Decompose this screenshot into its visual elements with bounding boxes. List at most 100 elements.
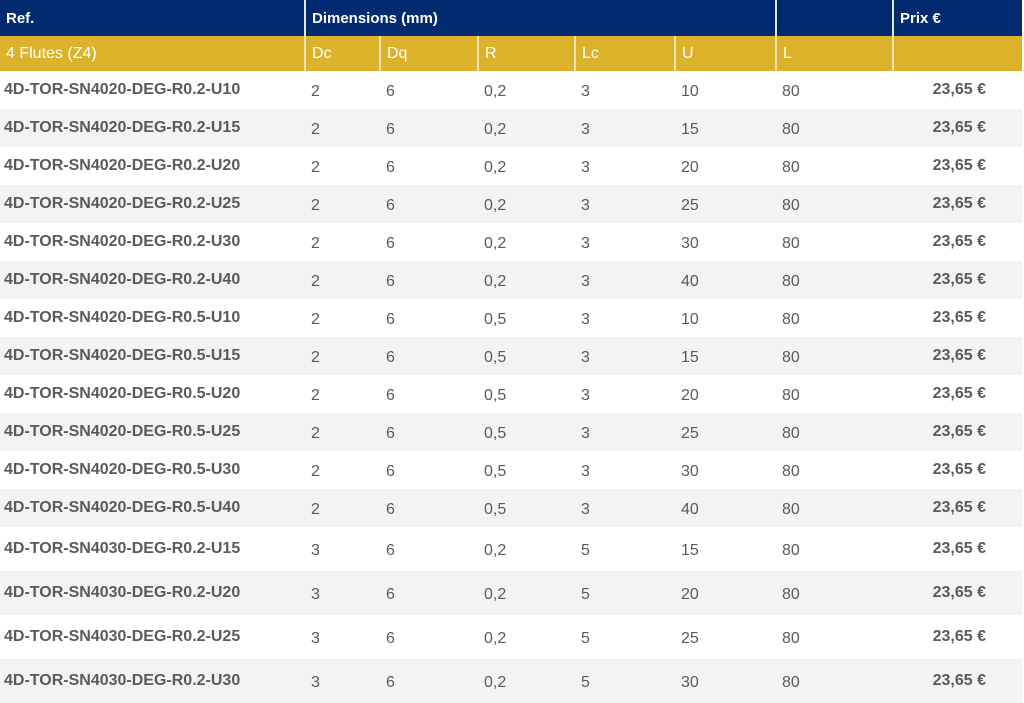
cell-l: 80 bbox=[776, 659, 894, 703]
cell-dc: 2 bbox=[311, 235, 320, 252]
cell-u: 40 bbox=[675, 489, 777, 527]
cell-price: 23,65 € bbox=[932, 233, 986, 250]
table-row: 4D-TOR-SN4020-DEG-R0.2-U10 2 6 0,2 3 10 80 23,6… bbox=[0, 71, 1022, 109]
header-empty bbox=[776, 0, 895, 36]
cell-dq: 6 bbox=[380, 571, 478, 615]
cell-price: 23,65 € bbox=[893, 337, 1022, 375]
cell-u: 20 bbox=[681, 387, 699, 404]
cell-u: 20 bbox=[675, 571, 777, 615]
col-lc: Lc bbox=[575, 36, 676, 71]
cell-dq: 6 bbox=[386, 630, 395, 647]
cell-l: 80 bbox=[782, 83, 800, 100]
cell-ref: 4D-TOR-SN4020-DEG-R0.2-U20 bbox=[4, 157, 241, 174]
cell-dc: 2 bbox=[305, 337, 380, 375]
cell-r: 0,2 bbox=[478, 571, 575, 615]
cell-dc: 3 bbox=[305, 571, 380, 615]
cell-lc: 3 bbox=[581, 463, 590, 480]
cell-r: 0,2 bbox=[478, 261, 575, 299]
cell-r: 0,5 bbox=[484, 311, 507, 328]
header-dimensions: Dimensions (mm) bbox=[305, 0, 778, 36]
col-dq: Dq bbox=[380, 36, 479, 71]
cell-lc: 5 bbox=[575, 571, 675, 615]
cell-r: 0,5 bbox=[478, 489, 575, 527]
cell-l: 80 bbox=[782, 387, 800, 404]
header-row: Ref. Dimensions (mm) Prix € bbox=[0, 0, 1022, 36]
table-row: 4D-TOR-SN4020-DEG-R0.2-U20 2 6 0,2 3 20 80 23,6… bbox=[0, 147, 1022, 185]
cell-dc: 3 bbox=[305, 659, 380, 703]
cell-r: 0,2 bbox=[478, 185, 575, 223]
cell-ref: 4D-TOR-SN4030-DEG-R0.2-U15 bbox=[4, 540, 241, 557]
table-row: 4D-TOR-SN4030-DEG-R0.2-U30 3 6 0,2 5 30 80 23,6… bbox=[0, 659, 1022, 703]
cell-ref: 4D-TOR-SN4020-DEG-R0.5-U25 bbox=[0, 413, 305, 451]
cell-lc: 5 bbox=[575, 659, 675, 703]
cell-u: 10 bbox=[681, 311, 699, 328]
cell-l: 80 bbox=[776, 261, 894, 299]
cell-lc: 3 bbox=[575, 413, 675, 451]
cell-price: 23,65 € bbox=[893, 489, 1022, 527]
header-price: Prix € bbox=[893, 0, 1022, 36]
cell-lc: 3 bbox=[581, 159, 590, 176]
cell-dc: 2 bbox=[305, 261, 380, 299]
table-row: 4D-TOR-SN4020-DEG-R0.5-U10 2 6 0,5 3 10 80 23,6… bbox=[0, 299, 1022, 337]
cell-l: 80 bbox=[776, 109, 894, 147]
cell-ref: 4D-TOR-SN4020-DEG-R0.2-U30 bbox=[4, 233, 241, 250]
cell-dc: 2 bbox=[305, 413, 380, 451]
cell-r: 0,5 bbox=[484, 387, 507, 404]
cell-u: 40 bbox=[675, 261, 777, 299]
table-row: 4D-TOR-SN4030-DEG-R0.2-U25 3 6 0,2 5 25 80 23,6… bbox=[0, 615, 1022, 659]
cell-l: 80 bbox=[782, 463, 800, 480]
cell-ref: 4D-TOR-SN4020-DEG-R0.5-U20 bbox=[4, 385, 241, 402]
table-row: 4D-TOR-SN4020-DEG-R0.2-U25 2 6 0,2 3 25 80 23,6… bbox=[0, 185, 1022, 223]
col-r: R bbox=[478, 36, 576, 71]
cell-price: 23,65 € bbox=[932, 81, 986, 98]
cell-r: 0,5 bbox=[484, 463, 507, 480]
cell-l: 80 bbox=[782, 159, 800, 176]
table-row: 4D-TOR-SN4030-DEG-R0.2-U15 3 6 0,2 5 15 80 23,6… bbox=[0, 527, 1022, 571]
cell-u: 10 bbox=[681, 83, 699, 100]
cell-price: 23,65 € bbox=[893, 109, 1022, 147]
cell-dq: 6 bbox=[380, 261, 478, 299]
cell-r: 0,2 bbox=[484, 630, 507, 647]
cell-price: 23,65 € bbox=[893, 413, 1022, 451]
table-row: 4D-TOR-SN4030-DEG-R0.2-U20 3 6 0,2 5 20 80 23,6… bbox=[0, 571, 1022, 615]
table-row: 4D-TOR-SN4020-DEG-R0.2-U30 2 6 0,2 3 30 80 23,6… bbox=[0, 223, 1022, 261]
cell-dq: 6 bbox=[380, 337, 478, 375]
cell-ref: 4D-TOR-SN4020-DEG-R0.2-U15 bbox=[0, 109, 305, 147]
cell-dq: 6 bbox=[386, 542, 395, 559]
cell-price: 23,65 € bbox=[893, 659, 1022, 703]
cell-dc: 3 bbox=[311, 542, 320, 559]
cell-price: 23,65 € bbox=[932, 461, 986, 478]
cell-lc: 3 bbox=[581, 235, 590, 252]
cell-u: 15 bbox=[675, 109, 777, 147]
cell-r: 0,2 bbox=[484, 83, 507, 100]
cell-ref: 4D-TOR-SN4020-DEG-R0.5-U10 bbox=[4, 309, 241, 326]
cell-ref: 4D-TOR-SN4020-DEG-R0.5-U15 bbox=[0, 337, 305, 375]
cell-price: 23,65 € bbox=[932, 540, 986, 557]
cell-dq: 6 bbox=[386, 463, 395, 480]
cell-l: 80 bbox=[782, 235, 800, 252]
col-price bbox=[893, 36, 1022, 71]
cell-ref: 4D-TOR-SN4030-DEG-R0.2-U25 bbox=[4, 628, 241, 645]
cell-ref: 4D-TOR-SN4020-DEG-R0.2-U25 bbox=[0, 185, 305, 223]
cell-u: 15 bbox=[675, 337, 777, 375]
cell-lc: 3 bbox=[581, 387, 590, 404]
cell-u: 30 bbox=[675, 659, 777, 703]
cell-price: 23,65 € bbox=[932, 157, 986, 174]
cell-price: 23,65 € bbox=[893, 571, 1022, 615]
subheader-row: 4 Flutes (Z4) Dc Dq R Lc U L bbox=[0, 36, 1022, 71]
cell-price: 23,65 € bbox=[932, 309, 986, 326]
cell-dc: 2 bbox=[305, 109, 380, 147]
cell-dq: 6 bbox=[380, 413, 478, 451]
table-row: 4D-TOR-SN4020-DEG-R0.5-U40 2 6 0,5 3 40 80 23,6… bbox=[0, 489, 1022, 527]
table-row: 4D-TOR-SN4020-DEG-R0.2-U40 2 6 0,2 3 40 80 23,6… bbox=[0, 261, 1022, 299]
col-dc: Dc bbox=[305, 36, 381, 71]
table-row: 4D-TOR-SN4020-DEG-R0.5-U15 2 6 0,5 3 15 80 23,6… bbox=[0, 337, 1022, 375]
cell-lc: 5 bbox=[581, 630, 590, 647]
col-u: U bbox=[675, 36, 778, 71]
cell-l: 80 bbox=[782, 542, 800, 559]
subheader-group: 4 Flutes (Z4) bbox=[0, 36, 306, 71]
cell-l: 80 bbox=[776, 489, 894, 527]
cell-r: 0,2 bbox=[484, 542, 507, 559]
cell-l: 80 bbox=[782, 630, 800, 647]
